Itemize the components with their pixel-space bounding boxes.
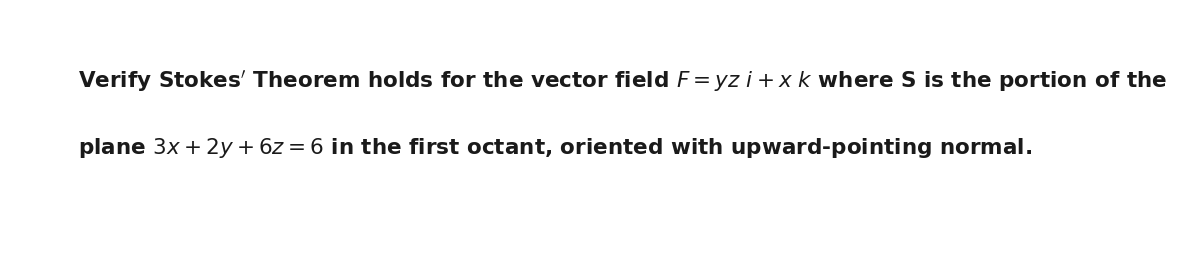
- Text: Verify Stokes$'$ Theorem holds for the vector field $F = yz\ i + x\ k$ where S i: Verify Stokes$'$ Theorem holds for the v…: [78, 69, 1168, 94]
- Text: plane $3x + 2y + 6z = 6$ in the first octant, oriented with upward-pointing norm: plane $3x + 2y + 6z = 6$ in the first oc…: [78, 135, 1032, 159]
